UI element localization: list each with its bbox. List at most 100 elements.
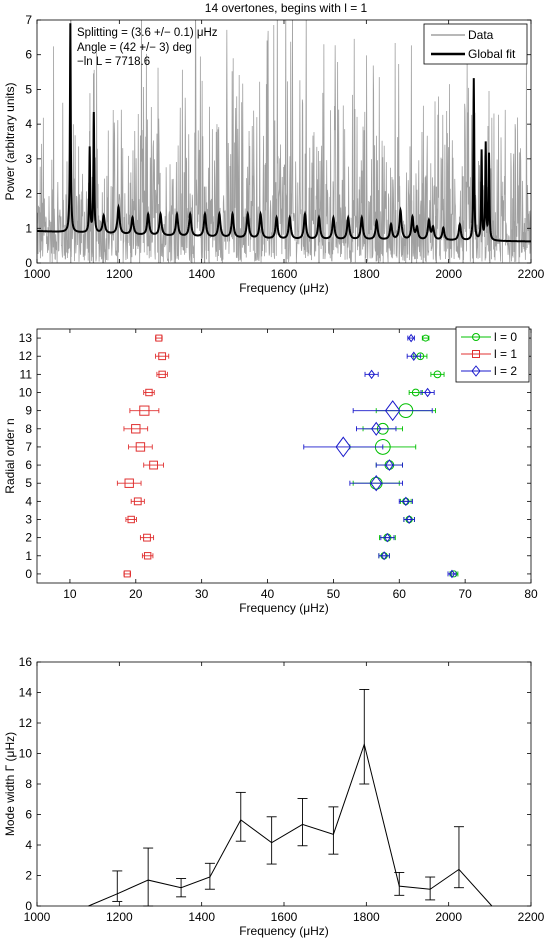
y-tick-label: 1 xyxy=(25,221,32,235)
l2-point xyxy=(383,532,391,543)
l2-point xyxy=(368,369,376,380)
y-tick-label: 1 xyxy=(25,549,32,563)
l2-point xyxy=(405,514,413,525)
l0-point xyxy=(422,334,430,342)
y-tick-label: 2 xyxy=(25,531,32,545)
legend-l0-marker xyxy=(472,333,480,341)
y-axis-label: Radial order n xyxy=(3,418,17,493)
y-tick-label: 12 xyxy=(19,716,33,730)
x-tick-label: 1600 xyxy=(271,267,298,281)
legend-l2-label: l = 2 xyxy=(494,364,517,378)
x-tick-label: 2200 xyxy=(518,267,545,281)
l2-point xyxy=(335,436,352,458)
x-tick-label: 1400 xyxy=(188,910,215,924)
y-tick-label: 10 xyxy=(19,386,33,400)
l1-point xyxy=(158,370,166,379)
l1-point xyxy=(139,405,150,416)
y-tick-label: 8 xyxy=(25,422,32,436)
width-panel: 1000 1200 1400 1600 1800 2000 2200 0 2 4 6 8 10 12 14 1… xyxy=(3,655,545,938)
echelle-marks xyxy=(116,333,459,579)
l1-point xyxy=(127,515,135,524)
legend-l0-label: l = 0 xyxy=(494,330,517,344)
y-tick-label: 7 xyxy=(25,440,32,454)
l2-point xyxy=(384,400,401,422)
x-tick-label: 2000 xyxy=(435,910,462,924)
y-tick-label: 6 xyxy=(25,48,32,62)
x-tick-label: 1400 xyxy=(188,267,215,281)
y-tick-label: 14 xyxy=(19,686,33,700)
x-axis-label: Frequency (μHz) xyxy=(239,281,329,295)
x-tick-label: 70 xyxy=(458,587,472,601)
l2-point xyxy=(380,551,388,561)
x-tick-label: 30 xyxy=(195,587,209,601)
x-tick-label: 2200 xyxy=(518,910,545,924)
y-tick-label: 10 xyxy=(19,747,33,761)
spectrum-title: 14 overtones, begins with l = 1 xyxy=(205,1,368,15)
legend-l1-label: l = 1 xyxy=(494,347,517,361)
y-tick-label: 0 xyxy=(25,256,32,270)
l2-point xyxy=(410,351,418,361)
annotation-likelihood: −ln L = 7718.6 xyxy=(77,56,150,68)
l1-point xyxy=(145,388,153,397)
x-tick-label: 1000 xyxy=(24,910,51,924)
l2-point xyxy=(385,459,394,471)
x-tick-label: 80 xyxy=(524,587,538,601)
l1-point xyxy=(143,533,151,542)
x-tick-label: 50 xyxy=(327,587,341,601)
l1-point xyxy=(143,552,152,560)
x-tick-label: 1600 xyxy=(271,910,298,924)
l2-point xyxy=(402,496,410,507)
legend-data-label: Data xyxy=(468,28,494,42)
y-tick-label: 9 xyxy=(25,404,32,418)
x-tick-label: 1800 xyxy=(353,267,380,281)
l2-point xyxy=(407,333,415,343)
y-tick-label: 3 xyxy=(25,513,32,527)
y-tick-label: 5 xyxy=(25,476,32,490)
x-tick-label: 1200 xyxy=(106,267,133,281)
x-tick-label: 2000 xyxy=(435,267,462,281)
y-tick-label: 0 xyxy=(25,899,32,913)
spectrum-panel: 14 overtones, begins with l = 1 1000 1200… xyxy=(3,1,545,295)
x-tick-label: 10 xyxy=(63,587,77,601)
y-tick-label: 4 xyxy=(25,494,32,508)
spectrum-annotations: Splitting = (3.6 +/− 0.1) μHz Angle = (4… xyxy=(77,27,218,68)
l1-point xyxy=(133,497,142,506)
global-fit-line xyxy=(37,23,531,243)
legend-fit-label: Global fit xyxy=(468,47,516,61)
width-line xyxy=(88,742,493,907)
y-tick-label: 4 xyxy=(25,117,32,131)
x-axis-label: Frequency (μHz) xyxy=(239,924,329,938)
data-noise-line xyxy=(37,20,531,263)
x-tick-label: 40 xyxy=(261,587,275,601)
width-axes: 1000 1200 1400 1600 1800 2000 2200 0 2 4 6 8 10 12 14 1… xyxy=(3,655,545,938)
plot-frame xyxy=(36,328,532,584)
l2-point xyxy=(424,387,432,398)
width-marks xyxy=(88,689,493,907)
l1-point xyxy=(155,334,163,342)
plot-frame xyxy=(36,661,532,907)
spectrum-legend: Data Global fit xyxy=(423,23,528,65)
annotation-angle: Angle = (42 +/− 3) deg xyxy=(77,42,192,54)
y-tick-label: 6 xyxy=(25,458,32,472)
echelle-panel: 10 20 30 40 50 60 70 80012345678910111213Freque… xyxy=(3,326,538,615)
y-tick-label: 2 xyxy=(25,869,32,883)
y-axis-label: Power (arbitrary units) xyxy=(3,82,17,200)
y-tick-label: 0 xyxy=(25,567,32,581)
x-tick-label: 1200 xyxy=(106,910,133,924)
y-tick-label: 2 xyxy=(25,187,32,201)
l1-point xyxy=(123,570,131,578)
l1-point xyxy=(124,478,134,488)
l1-point xyxy=(149,460,158,470)
echelle-legend: l = 0 l = 1 l = 2 xyxy=(455,326,530,383)
l0-point xyxy=(433,370,442,379)
l1-point xyxy=(135,442,146,452)
l2-point xyxy=(371,421,382,436)
y-tick-label: 13 xyxy=(19,331,33,345)
y-tick-label: 11 xyxy=(20,367,33,381)
l2-point xyxy=(448,569,456,579)
legend-box xyxy=(423,23,528,65)
y-tick-label: 8 xyxy=(25,777,32,791)
legend-l2-marker xyxy=(471,365,481,377)
x-axis-label: Frequency (μHz) xyxy=(239,601,329,615)
